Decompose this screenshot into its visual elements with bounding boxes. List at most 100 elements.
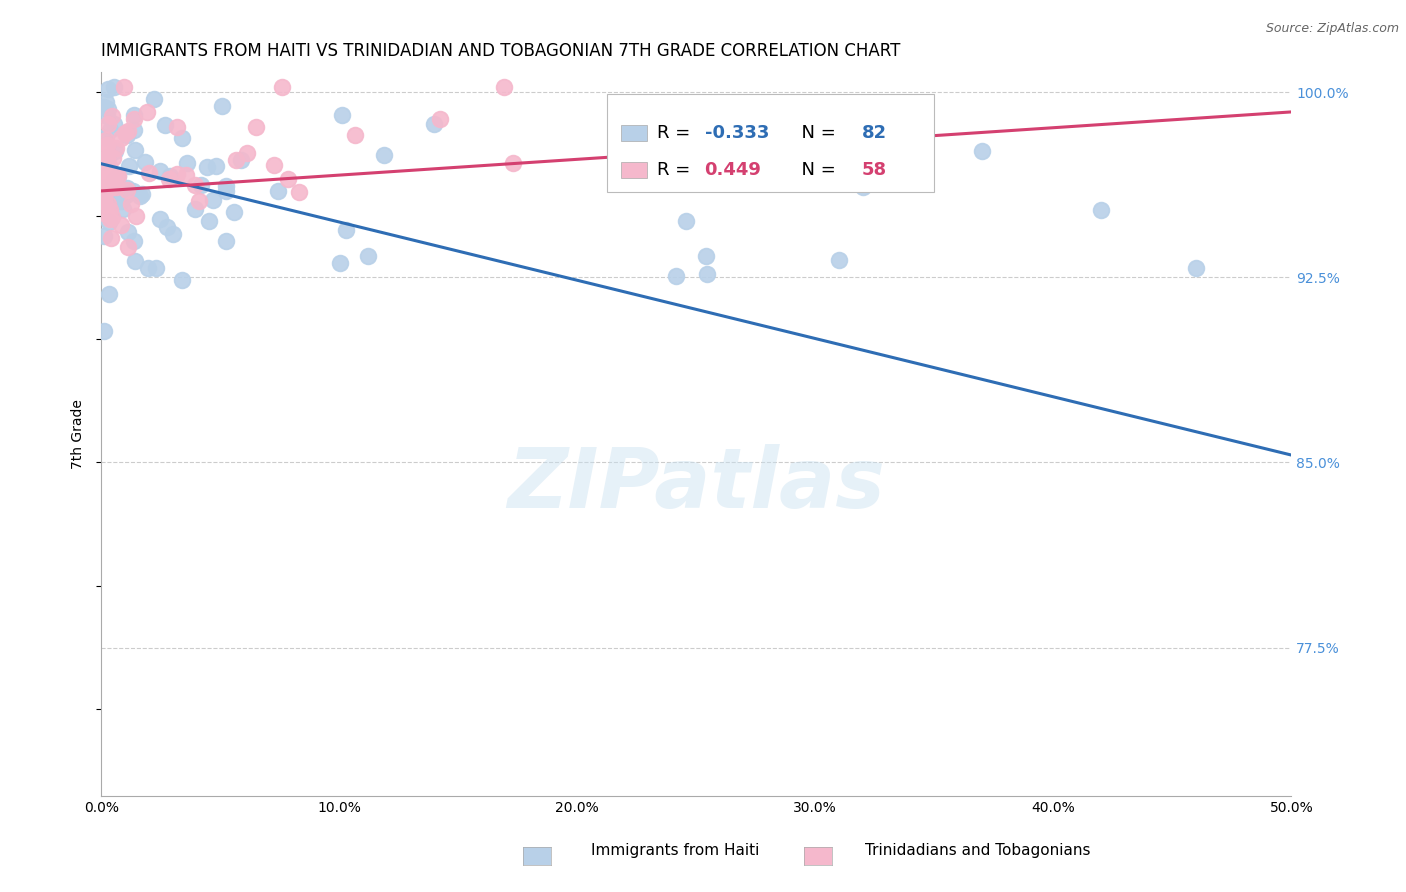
Point: [343, 128, 366, 142]
Point: [105, 168, 128, 182]
Text: ZIPatlas: ZIPatlas: [508, 444, 886, 525]
Point: [197, 214, 219, 228]
Point: [149, 212, 172, 227]
Point: [97, 150, 120, 164]
Point: [215, 184, 238, 198]
Point: [211, 99, 233, 113]
Point: [176, 156, 198, 170]
Point: [93, 324, 115, 338]
Point: [118, 159, 141, 173]
Point: [215, 179, 238, 194]
Point: [103, 80, 125, 95]
Point: [110, 218, 132, 232]
Point: [96, 179, 118, 194]
Point: [135, 104, 157, 119]
Point: [695, 249, 717, 263]
Point: [716, 141, 738, 155]
Point: [122, 123, 145, 137]
Point: [288, 186, 311, 200]
Point: [335, 223, 357, 237]
Point: [166, 120, 188, 134]
Point: [136, 260, 159, 275]
Point: [93, 170, 115, 185]
Point: [97, 159, 120, 173]
Text: R =: R =: [657, 124, 696, 142]
Point: [145, 260, 167, 275]
Point: [134, 155, 156, 169]
Point: [122, 234, 145, 248]
Point: [105, 179, 128, 194]
Point: [155, 219, 177, 234]
Point: [93, 169, 115, 184]
Y-axis label: 7th Grade: 7th Grade: [72, 399, 86, 469]
Point: [97, 287, 120, 301]
Point: [96, 109, 118, 123]
Point: [225, 153, 247, 167]
Point: [492, 80, 515, 95]
Point: [97, 197, 120, 211]
Text: Immigrants from Haiti: Immigrants from Haiti: [591, 843, 759, 857]
Point: [97, 102, 120, 116]
Point: [117, 124, 139, 138]
Point: [188, 194, 211, 208]
Text: IMMIGRANTS FROM HAITI VS TRINIDADIAN AND TOBAGONIAN 7TH GRADE CORRELATION CHART: IMMIGRANTS FROM HAITI VS TRINIDADIAN AND…: [101, 42, 901, 60]
Point: [114, 188, 136, 202]
Point: [122, 184, 145, 198]
Point: [93, 157, 115, 171]
Point: [122, 108, 145, 122]
Point: [101, 211, 124, 225]
Point: [93, 180, 115, 194]
Point: [357, 249, 380, 263]
Point: [665, 268, 688, 283]
Point: [96, 133, 118, 147]
Point: [98, 215, 121, 229]
Point: [675, 214, 697, 228]
Point: [93, 100, 115, 114]
Point: [100, 212, 122, 227]
FancyBboxPatch shape: [621, 162, 648, 178]
Point: [124, 254, 146, 268]
Text: 58: 58: [862, 161, 887, 179]
Point: [107, 169, 129, 184]
Point: [96, 152, 118, 166]
Point: [429, 112, 451, 127]
Point: [277, 171, 299, 186]
FancyBboxPatch shape: [607, 95, 935, 192]
Point: [970, 145, 993, 159]
Point: [245, 120, 267, 135]
Point: [93, 141, 115, 155]
Point: [852, 179, 875, 194]
Point: [93, 194, 115, 208]
Point: [222, 204, 245, 219]
Point: [110, 131, 132, 145]
Point: [110, 194, 132, 208]
Point: [100, 109, 122, 123]
Text: N =: N =: [790, 161, 842, 179]
Point: [114, 126, 136, 140]
Text: -0.333: -0.333: [704, 124, 769, 142]
Point: [96, 194, 118, 208]
Point: [190, 178, 212, 193]
Point: [423, 117, 446, 131]
Point: [270, 80, 292, 95]
Point: [202, 194, 225, 208]
Point: [195, 160, 218, 174]
Point: [184, 178, 207, 193]
Point: [235, 145, 257, 160]
Point: [373, 148, 395, 162]
Point: [97, 117, 120, 131]
Point: [105, 141, 128, 155]
Point: [1090, 202, 1112, 217]
Point: [103, 188, 125, 202]
Point: [94, 130, 117, 145]
Point: [170, 273, 193, 287]
Point: [162, 227, 184, 242]
Point: [157, 171, 180, 186]
Point: [120, 196, 142, 211]
Point: [93, 206, 115, 220]
Point: [98, 202, 121, 217]
Point: [96, 138, 118, 153]
Point: [101, 151, 124, 165]
Point: [129, 189, 152, 203]
Point: [172, 131, 194, 145]
